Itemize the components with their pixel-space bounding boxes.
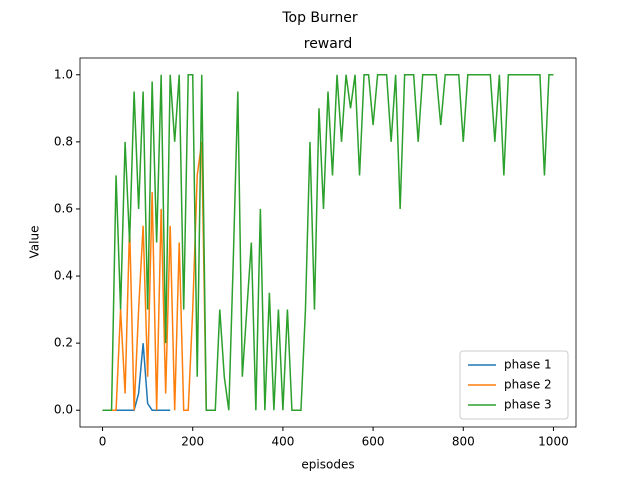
x-tick-label: 400 bbox=[271, 435, 294, 449]
legend-box bbox=[459, 350, 569, 420]
x-tick-label: 1000 bbox=[538, 435, 569, 449]
axes-frame bbox=[79, 57, 577, 428]
x-axis-label: episodes bbox=[301, 458, 354, 472]
x-tick-label: 0 bbox=[99, 435, 107, 449]
line-series bbox=[102, 141, 207, 411]
legend-label: phase 2 bbox=[504, 378, 552, 392]
y-tick-label: 0.4 bbox=[54, 269, 73, 283]
y-tick-label: 1.0 bbox=[54, 67, 73, 81]
y-tick-label: 0.0 bbox=[54, 403, 73, 417]
chart-title: reward bbox=[304, 36, 353, 52]
suptitle: Top Burner bbox=[281, 10, 358, 26]
legend-label: phase 1 bbox=[504, 358, 552, 372]
x-tick-label: 800 bbox=[452, 435, 475, 449]
y-tick-label: 0.2 bbox=[54, 336, 73, 350]
y-tick-label: 0.8 bbox=[54, 134, 73, 148]
x-tick-label: 200 bbox=[181, 435, 204, 449]
x-tick-label: 600 bbox=[362, 435, 385, 449]
y-tick-label: 0.6 bbox=[54, 201, 73, 215]
y-axis-label: Value bbox=[28, 226, 42, 259]
legend-label: phase 3 bbox=[504, 398, 552, 412]
line-series bbox=[102, 74, 554, 411]
